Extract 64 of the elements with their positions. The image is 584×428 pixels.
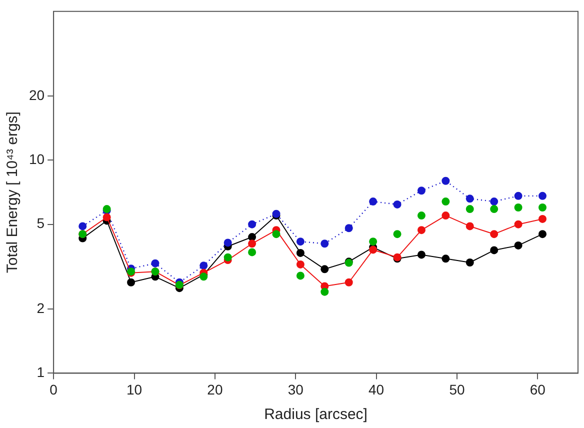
point [417, 212, 426, 220]
point [417, 226, 426, 234]
point [490, 198, 498, 206]
point [538, 214, 546, 223]
x-tick-label: 20 [207, 381, 223, 398]
point [369, 238, 378, 246]
x-tick-label: 60 [530, 381, 546, 398]
y-axis-title: Total Energy [ 10⁴³ ergs] [4, 112, 22, 274]
y-tick-label: 1 [36, 364, 45, 380]
point [151, 259, 160, 268]
point [320, 240, 329, 248]
point [296, 260, 304, 268]
point [442, 198, 450, 206]
point [296, 238, 304, 246]
x-tick-label: 50 [449, 381, 465, 398]
point [442, 176, 450, 185]
point [442, 254, 450, 263]
point [417, 250, 426, 259]
point [248, 240, 256, 248]
point [490, 246, 498, 254]
point [466, 222, 474, 230]
x-tick-label: 30 [288, 381, 304, 398]
point [514, 203, 522, 212]
point [466, 258, 474, 266]
point [514, 241, 522, 250]
point [224, 253, 232, 262]
point [296, 272, 304, 280]
point [490, 205, 498, 214]
point [224, 238, 232, 247]
point [538, 203, 546, 212]
point [442, 212, 450, 220]
point [466, 205, 474, 214]
point [248, 248, 256, 256]
point [344, 278, 353, 286]
point [466, 194, 474, 203]
point [490, 230, 498, 238]
x-tick-label: 0 [50, 381, 58, 398]
point [344, 224, 353, 232]
point [417, 186, 426, 195]
point [296, 248, 304, 257]
point [248, 233, 256, 242]
point [127, 278, 136, 286]
point [78, 222, 87, 230]
point [200, 262, 208, 270]
point [393, 230, 402, 238]
point [514, 220, 522, 228]
point [369, 198, 378, 206]
y-tick-label: 2 [36, 300, 45, 316]
point [514, 192, 522, 200]
point [393, 200, 402, 208]
x-tick-label: 40 [368, 381, 384, 398]
point [369, 246, 378, 254]
point [320, 288, 329, 296]
y-tick-label: 10 [28, 151, 45, 168]
y-tick-label: 20 [28, 87, 45, 103]
y-tick-label: 5 [36, 215, 45, 232]
point [248, 220, 256, 228]
point [320, 265, 329, 274]
point [538, 230, 546, 238]
point [272, 230, 280, 238]
x-axis-title: Radius [arcsec] [264, 406, 368, 424]
point [102, 213, 111, 222]
x-tick-label: 10 [126, 381, 142, 398]
point [538, 192, 546, 200]
